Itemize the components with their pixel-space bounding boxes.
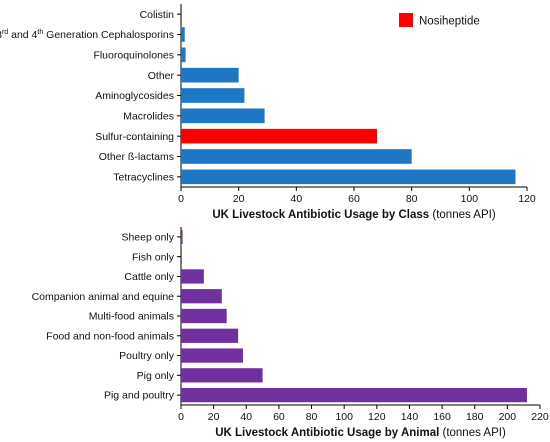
category-label: Companion animal and equine bbox=[32, 291, 175, 303]
x-tick-label: 120 bbox=[518, 193, 536, 205]
category-label: Fluoroquinolones bbox=[93, 49, 174, 61]
category-label: Fish only bbox=[132, 251, 175, 263]
category-label: Sulfur-containing bbox=[95, 131, 174, 143]
bar bbox=[181, 6, 182, 22]
category-label: Colistin bbox=[140, 9, 175, 21]
category-label: Other ß-lactams bbox=[99, 151, 174, 163]
x-tick-label: 80 bbox=[406, 193, 418, 205]
x-axis-title: UK Livestock Antibiotic Usage by Class (… bbox=[212, 209, 496, 221]
category-label: 3rd and 4th Generation Cephalosporins bbox=[0, 29, 174, 41]
bar bbox=[181, 387, 527, 403]
bar bbox=[181, 128, 378, 144]
category-label: Tetracyclines bbox=[113, 171, 174, 183]
bar bbox=[181, 368, 263, 383]
legend-swatch bbox=[399, 13, 413, 27]
legend: Nosiheptide bbox=[399, 13, 480, 28]
bar bbox=[181, 249, 182, 264]
bar bbox=[181, 308, 227, 324]
x-tick-label: 140 bbox=[401, 411, 419, 423]
bar bbox=[181, 108, 265, 124]
x-tick-label: 60 bbox=[273, 411, 285, 423]
category-label: Multi-food animals bbox=[89, 311, 174, 323]
x-tick-label: 20 bbox=[208, 411, 220, 423]
bar bbox=[181, 67, 239, 83]
category-label: Pig and poultry bbox=[104, 390, 175, 402]
x-tick-label: 60 bbox=[348, 193, 360, 205]
category-label: Sheep only bbox=[121, 231, 174, 243]
bar bbox=[181, 229, 183, 245]
category-label: Aminoglycosides bbox=[95, 90, 174, 102]
category-label: Food and non-food animals bbox=[46, 330, 174, 342]
bar bbox=[181, 348, 244, 363]
x-tick-label: 220 bbox=[531, 411, 549, 423]
legend-label: Nosiheptide bbox=[419, 16, 480, 28]
x-tick-label: 120 bbox=[368, 411, 386, 423]
x-tick-label: 40 bbox=[240, 411, 252, 423]
category-label: Macrolides bbox=[123, 110, 174, 122]
category-label: Poultry only bbox=[119, 350, 175, 362]
x-tick-label: 100 bbox=[335, 411, 353, 423]
bar bbox=[181, 269, 204, 284]
bar bbox=[181, 289, 222, 304]
x-tick-label: 0 bbox=[178, 193, 184, 205]
bar bbox=[181, 328, 239, 343]
chart-usage-by-animal: Sheep only Fish only Cattle only Companion … bbox=[32, 227, 549, 439]
chart-usage-by-class: Colistin 3rd and 4th Generation Cephalosp… bbox=[0, 4, 536, 221]
bar bbox=[181, 169, 516, 185]
category-label: Other bbox=[148, 70, 175, 82]
bar bbox=[181, 88, 245, 103]
bar bbox=[181, 47, 186, 63]
x-tick-label: 0 bbox=[178, 411, 184, 423]
x-tick-label: 200 bbox=[499, 411, 517, 423]
x-tick-label: 20 bbox=[233, 193, 245, 205]
x-tick-label: 80 bbox=[306, 411, 318, 423]
x-tick-label: 100 bbox=[461, 193, 479, 205]
category-label: Pig only bbox=[137, 370, 175, 382]
x-tick-label: 40 bbox=[290, 193, 302, 205]
bar bbox=[181, 27, 185, 42]
bar bbox=[181, 149, 412, 164]
x-axis-title: UK Livestock Antibiotic Usage by Animal … bbox=[215, 427, 506, 439]
x-tick-label: 160 bbox=[433, 411, 451, 423]
x-tick-label: 180 bbox=[466, 411, 484, 423]
category-label: Cattle only bbox=[124, 271, 174, 283]
